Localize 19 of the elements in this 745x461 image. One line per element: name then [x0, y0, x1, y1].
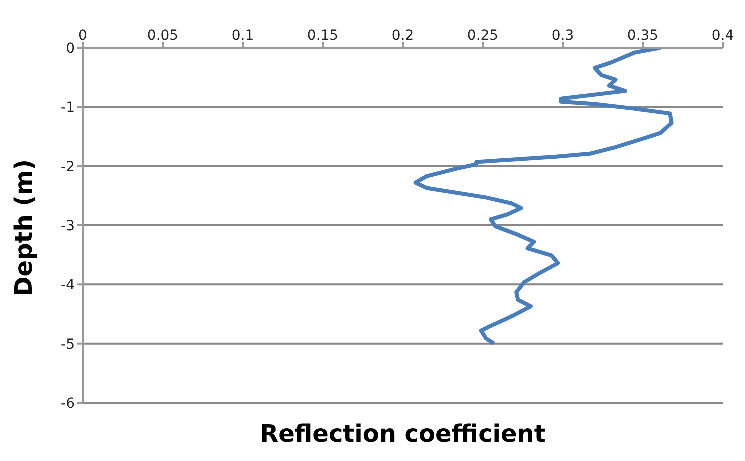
y-tick-label: -3 — [61, 218, 75, 234]
y-tick-label: -1 — [61, 100, 75, 116]
y-tick-label: -2 — [61, 159, 75, 176]
x-tick-label: 0 — [78, 28, 88, 44]
y-axis-title: Depth (m) — [10, 159, 38, 297]
x-tick-label: 0.4 — [712, 28, 734, 44]
x-tick-label: 0.1 — [232, 28, 254, 44]
x-tick-label: 0.3 — [552, 28, 574, 44]
x-tick-label: 0.25 — [467, 28, 499, 44]
x-tick-label: 0.35 — [627, 28, 659, 44]
x-tick-label: 0.2 — [392, 28, 414, 44]
line-series — [414, 48, 674, 346]
y-tick-label: -5 — [61, 336, 75, 353]
x-tick-label: 0.15 — [307, 28, 339, 44]
y-tick-label: 0 — [66, 40, 75, 57]
x-axis-title: Reflection coefficient — [259, 420, 547, 448]
x-tick-label: 0.05 — [147, 28, 179, 44]
y-tick-label: -4 — [61, 278, 76, 294]
y-tick-label: -6 — [61, 396, 76, 412]
